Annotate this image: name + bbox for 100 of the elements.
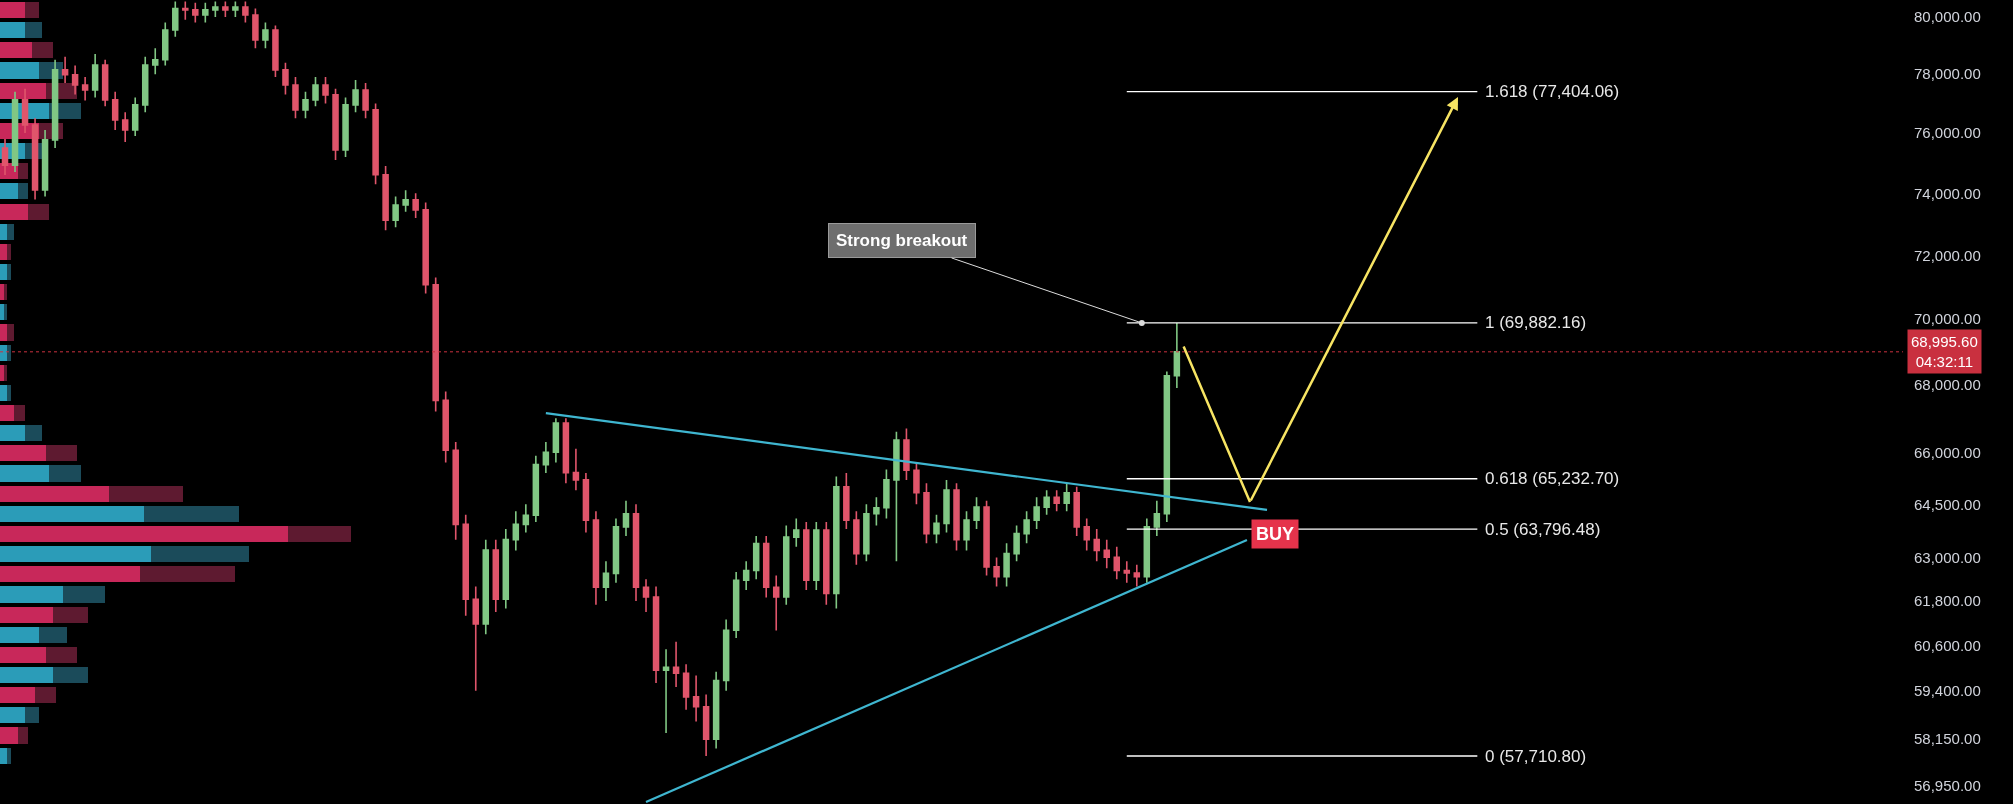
candlestick (1103, 538, 1110, 570)
bar (143, 505, 239, 522)
candlestick (873, 496, 880, 527)
y-tick-label: 58,150.00 (1914, 730, 1981, 748)
y-tick-label: 72,000.00 (1914, 246, 1981, 264)
candlestick (552, 417, 560, 464)
candlestick (141, 56, 149, 114)
candlestick (532, 454, 540, 523)
y-tick-label: 56,950.00 (1914, 777, 1981, 795)
bar (52, 666, 88, 684)
bar (45, 646, 78, 663)
candlestick (151, 47, 159, 76)
candlestick (312, 76, 319, 108)
bar (0, 525, 288, 543)
bar (7, 384, 11, 401)
bar (0, 243, 8, 260)
candlestick (362, 82, 369, 119)
bar (0, 324, 8, 341)
bar (7, 747, 11, 764)
candlestick (883, 468, 890, 520)
bar (63, 586, 106, 603)
candlestick (182, 0, 189, 21)
y-tick-label: 78,000.00 (1914, 65, 1981, 83)
candlestick (853, 510, 860, 566)
candlestick (111, 90, 119, 131)
bar (24, 2, 39, 19)
candlestick (242, 0, 249, 24)
bar (0, 263, 8, 281)
annotation: Strong breakout (836, 231, 968, 250)
bar (17, 183, 29, 200)
candlestick (502, 528, 510, 610)
candlestick (672, 640, 680, 688)
y-tick-label: 63,000.00 (1914, 548, 1981, 566)
bar (0, 42, 32, 59)
candlestick (993, 556, 1000, 588)
candlestick (592, 510, 600, 606)
candlestick (522, 503, 530, 534)
candlestick (512, 510, 520, 552)
candlestick (793, 517, 800, 548)
candlestick (322, 76, 329, 105)
candlestick (1163, 370, 1171, 523)
bar (7, 243, 11, 260)
bar (0, 586, 64, 603)
candlestick (1053, 489, 1060, 513)
candlestick (1033, 496, 1040, 530)
bar (17, 163, 29, 180)
bar (14, 405, 25, 422)
candlestick (662, 648, 670, 734)
candlestick (943, 479, 950, 534)
candlestick (913, 461, 920, 506)
candlestick (332, 87, 339, 161)
bar (7, 223, 15, 240)
bar (287, 525, 352, 543)
bar (108, 485, 183, 502)
candlestick (61, 56, 69, 84)
ref-line-label: 68,995.60 04:32:11 (1911, 333, 1978, 370)
bar (0, 727, 18, 744)
candlestick (562, 417, 570, 485)
candlestick (772, 574, 780, 632)
y-tick-label: 59,400.00 (1914, 681, 1981, 699)
bar (24, 425, 43, 442)
candlestick (472, 585, 479, 692)
bar (52, 606, 88, 623)
candlestick (462, 514, 469, 617)
ref-line-label: 1 (69,882.16) (1485, 313, 1587, 332)
bar (7, 263, 11, 281)
bar (0, 546, 151, 563)
ref-line-label: 0 (57,710.80) (1485, 747, 1587, 766)
candlestick (702, 693, 710, 757)
candlestick (1143, 517, 1151, 584)
candlestick (1093, 528, 1100, 562)
y-tick-label: 80,000.00 (1914, 8, 1981, 26)
annotation: BUY (1256, 524, 1295, 544)
candlestick (833, 475, 840, 610)
candlestick (432, 276, 439, 413)
candlestick (392, 195, 399, 229)
candlestick (1153, 500, 1161, 537)
candlestick (803, 521, 810, 591)
bar (0, 22, 25, 39)
bar (0, 445, 46, 462)
candlestick (1023, 510, 1030, 545)
candlestick (192, 2, 199, 24)
candlestick (903, 427, 910, 481)
candlestick (452, 441, 459, 541)
candlestick (352, 79, 359, 114)
candlestick (1013, 524, 1020, 562)
candlestick (963, 510, 970, 552)
bar (0, 606, 53, 623)
candlestick (382, 165, 389, 232)
bar (0, 707, 25, 724)
candlestick (131, 96, 139, 137)
bar (7, 324, 15, 341)
bar (49, 465, 81, 482)
candlestick (652, 585, 660, 684)
candlestick (1083, 517, 1090, 552)
bar (7, 344, 11, 361)
candlestick (1003, 542, 1010, 588)
candlestick (31, 117, 39, 201)
candlestick (51, 58, 59, 149)
candlestick (823, 521, 830, 606)
